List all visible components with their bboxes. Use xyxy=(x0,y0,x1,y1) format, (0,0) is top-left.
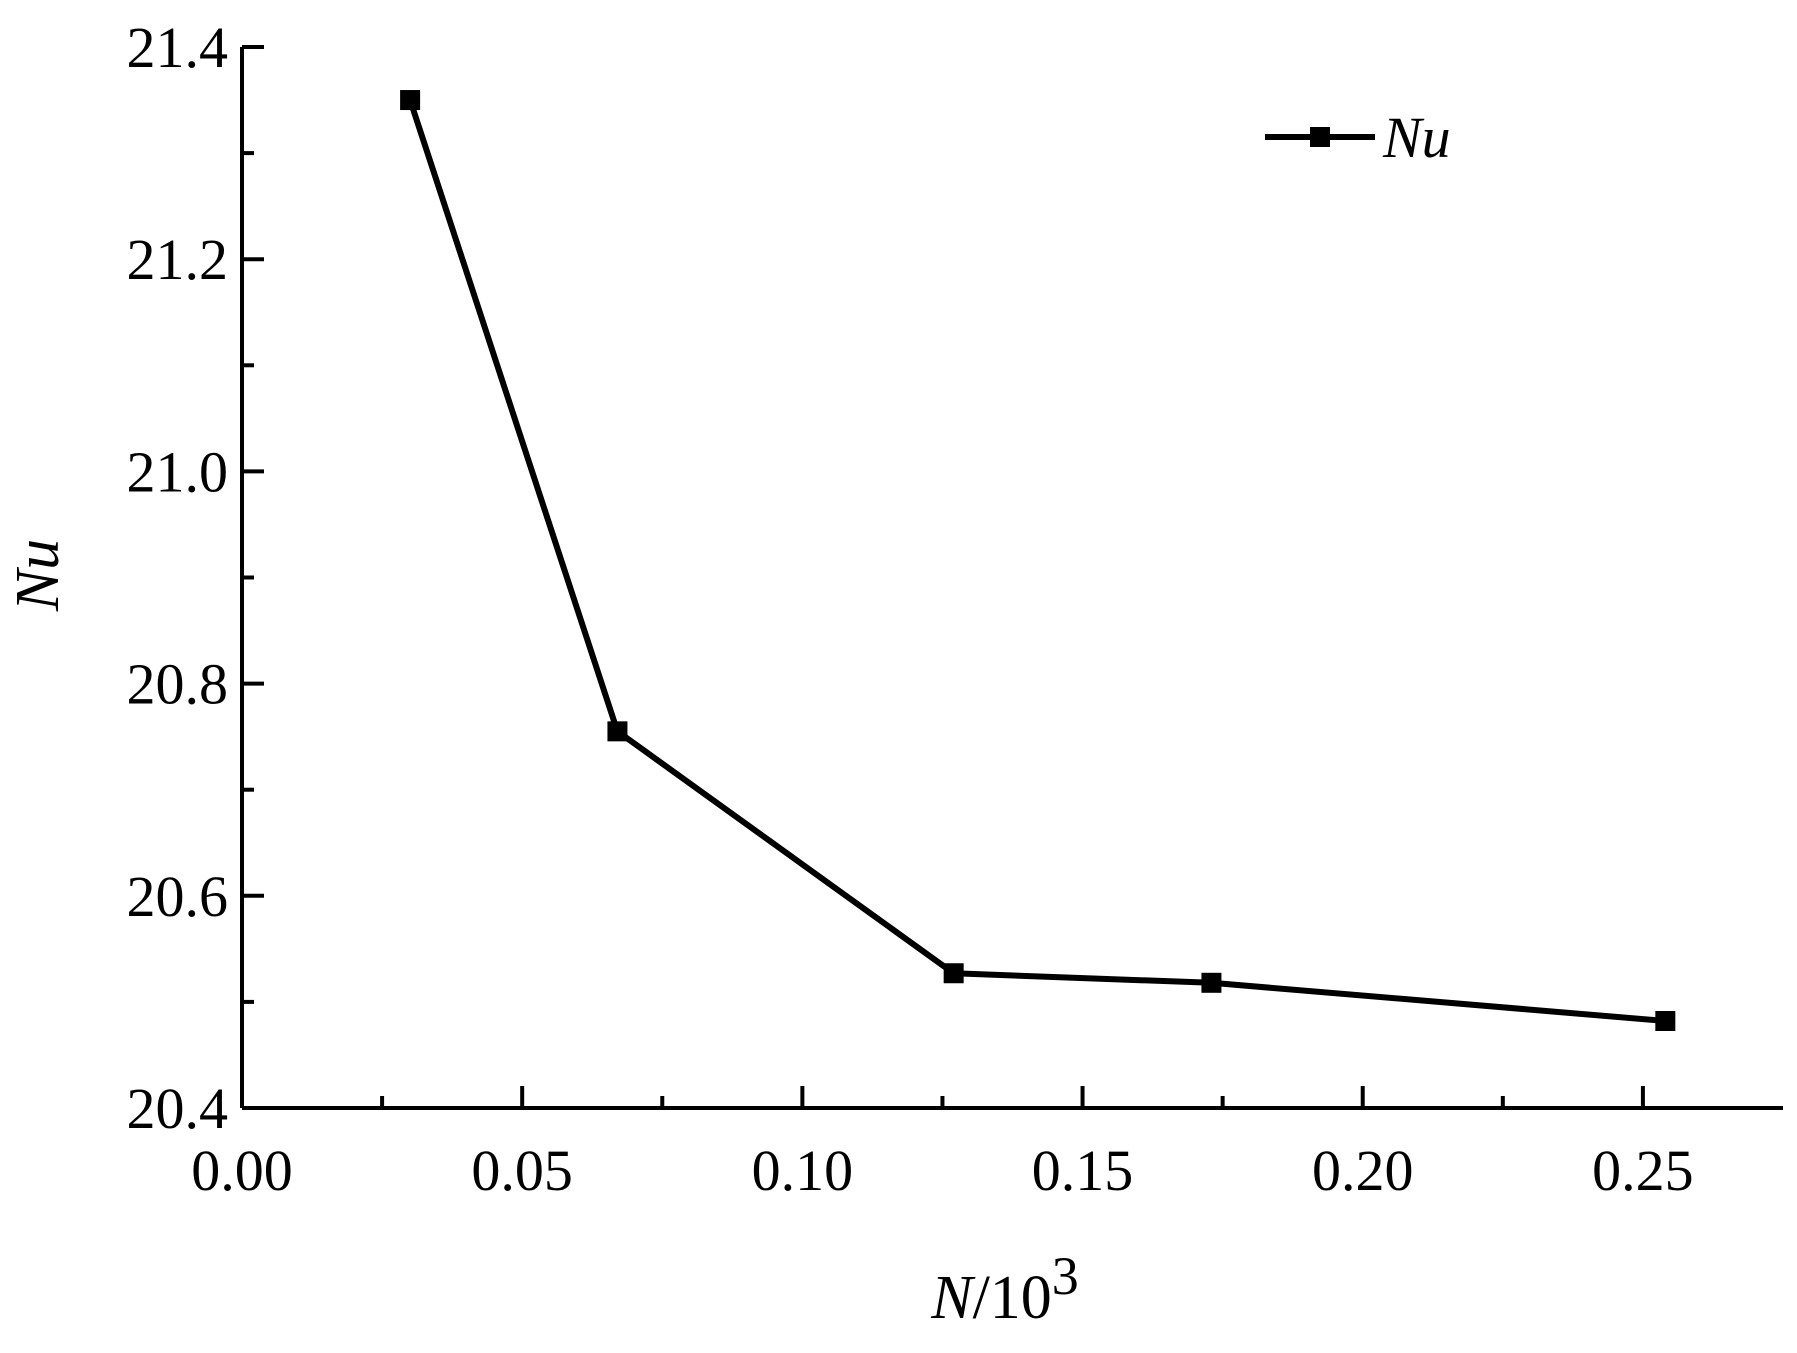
data-point xyxy=(1201,972,1222,993)
y-tick-label: 20.6 xyxy=(127,864,229,929)
series-layer xyxy=(400,90,1676,1031)
data-point xyxy=(1655,1010,1676,1031)
x-tick-label: 0.05 xyxy=(471,1138,573,1203)
x-axis-title: N/103 xyxy=(930,1246,1079,1332)
x-tick-label: 0.20 xyxy=(1312,1138,1414,1203)
x-axis-title-unit: /10 xyxy=(973,1264,1052,1332)
series-line-nu xyxy=(407,99,1666,1024)
y-axis-title: Nu xyxy=(4,539,72,612)
x-axis-title-variable: N xyxy=(930,1264,976,1332)
y-tick-label: 21.0 xyxy=(127,439,229,504)
y-tick-label: 21.2 xyxy=(127,227,229,292)
y-tick-label: 20.8 xyxy=(127,652,229,717)
legend-label: Nu xyxy=(1382,105,1451,170)
y-tick-label: 20.4 xyxy=(127,1076,229,1141)
x-axis-title-exponent: 3 xyxy=(1052,1246,1079,1306)
axes: 0.00 0.05 0.10 0.15 0.20 0.25 20.4 20.6 20.8 21.0… xyxy=(127,15,1783,1203)
legend-marker xyxy=(1310,127,1330,147)
data-point xyxy=(607,721,628,742)
x-tick-label: 0.25 xyxy=(1592,1138,1694,1203)
y-tick-label: 21.4 xyxy=(127,15,229,80)
data-point xyxy=(943,963,964,984)
x-tick-label: 0.00 xyxy=(191,1138,293,1203)
x-tick-label: 0.15 xyxy=(1032,1138,1134,1203)
x-tick-label: 0.10 xyxy=(752,1138,854,1203)
data-point xyxy=(400,90,421,111)
legend: Nu xyxy=(1265,105,1451,170)
